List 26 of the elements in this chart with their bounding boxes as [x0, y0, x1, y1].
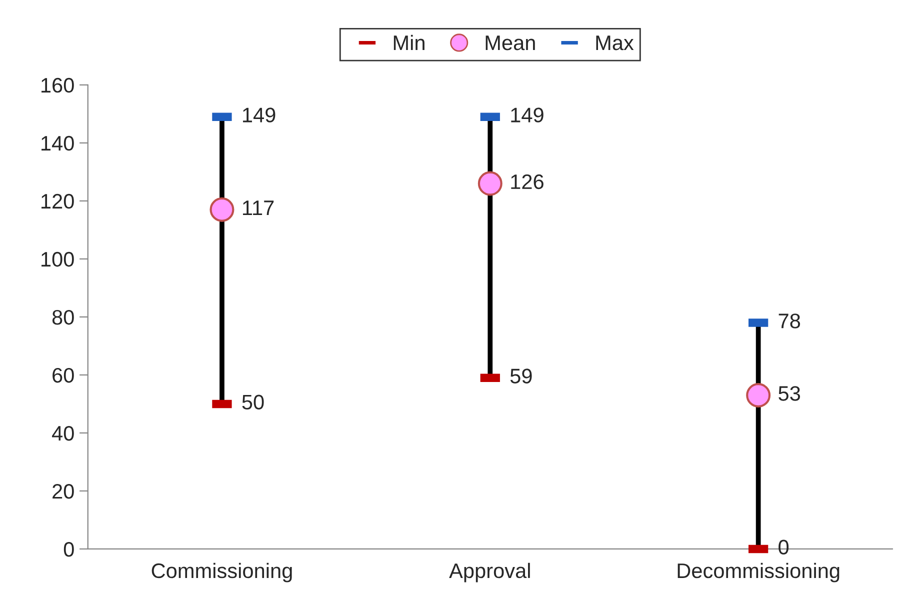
y-tick-label: 0: [64, 542, 74, 557]
x-tick-label: Decommissioning: [678, 562, 840, 582]
y-tick-label: 140: [42, 136, 74, 151]
data-label: 149: [511, 108, 544, 122]
point: [210, 197, 234, 222]
x-tick-label: Approval: [449, 562, 530, 582]
y-tick-label: 100: [42, 252, 74, 267]
legend-label: Max: [596, 36, 634, 50]
y-tick-label: 120: [42, 194, 74, 209]
point: [746, 383, 771, 408]
point: [478, 171, 502, 196]
data-label: 78: [778, 314, 800, 328]
data-label: 126: [511, 174, 544, 190]
legend-label: Min: [394, 34, 424, 50]
y-tick-label: 160: [42, 78, 74, 93]
y-tick-label: 20: [52, 484, 74, 499]
y-tick-label: 40: [52, 426, 74, 441]
y-tick-label: 60: [52, 368, 74, 383]
y-tick-label: 80: [52, 310, 74, 325]
data-label: 53: [778, 386, 800, 401]
legend-label: Mean: [486, 36, 535, 50]
data-label: 117: [243, 200, 274, 216]
x-tick-label: Commissioning: [152, 562, 292, 582]
data-label: 59: [510, 368, 532, 384]
data-label: 50: [242, 394, 264, 410]
data-label: 149: [243, 108, 276, 122]
